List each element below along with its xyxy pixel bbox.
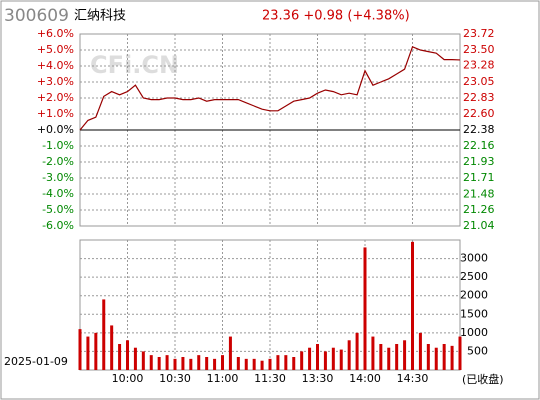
volume-bar <box>418 332 422 370</box>
y-tick-label: +2.0% <box>37 91 74 104</box>
volume-bar <box>205 357 209 370</box>
volume-bar <box>379 344 383 370</box>
y-tick-label: +0.0% <box>37 123 74 136</box>
volume-bar <box>236 357 240 370</box>
y-tick-label: +6.0% <box>37 27 74 40</box>
volume-bar <box>371 336 375 370</box>
volume-bar <box>213 358 217 370</box>
quote: 23.36 +0.98 (+4.38%) <box>262 9 410 24</box>
y2-tick-label: 21.48 <box>463 187 495 200</box>
volume-bar <box>426 344 430 370</box>
y2-tick-label: 23.50 <box>463 43 495 56</box>
y-tick-label: -3.0% <box>42 171 74 184</box>
y-tick-label: 2000 <box>460 289 488 302</box>
volume-bar <box>339 349 343 370</box>
volume-bar <box>308 347 312 370</box>
volume-bar <box>260 360 264 370</box>
volume-bar <box>221 355 224 370</box>
x-tick-label: 13:30 <box>302 372 334 385</box>
volume-bar <box>292 357 296 370</box>
y-tick-label: -2.0% <box>42 155 74 168</box>
y-tick-label: -4.0% <box>42 187 74 200</box>
watermark: CFi.CN <box>90 51 179 79</box>
x-tick-label: 11:00 <box>207 372 239 385</box>
volume-bar <box>244 358 248 370</box>
volume-bar <box>102 299 106 370</box>
volume-bar <box>276 355 280 370</box>
volume-bar <box>149 355 153 370</box>
y2-tick-label: 22.16 <box>463 139 495 152</box>
volume-bar <box>442 344 446 370</box>
volume-bar <box>86 336 90 370</box>
y2-tick-label: 21.04 <box>463 219 495 232</box>
volume-bar <box>141 351 145 370</box>
volume-bar <box>252 358 256 370</box>
y-tick-label: -5.0% <box>42 203 74 216</box>
y-tick-label: +3.0% <box>37 75 74 88</box>
volume-bar <box>300 351 304 370</box>
volume-bar <box>94 332 98 370</box>
volume-bar <box>403 340 407 370</box>
volume-bar <box>434 347 438 370</box>
y2-tick-label: 21.93 <box>463 155 495 168</box>
y-tick-label: 1000 <box>460 326 488 339</box>
volume-bar <box>181 357 185 370</box>
volume-bar <box>411 241 414 370</box>
volume-bar <box>157 357 161 370</box>
y-tick-label: 500 <box>467 344 488 357</box>
volume-bar <box>268 358 272 370</box>
volume-bar <box>78 329 82 370</box>
volume-bar <box>395 344 399 370</box>
volume-bar <box>316 344 319 370</box>
volume-bar <box>347 340 351 370</box>
volume-bar <box>355 332 359 370</box>
x-tick-label: 10:30 <box>159 372 191 385</box>
x-tick-label: 14:30 <box>397 372 429 385</box>
volume-bar <box>118 344 122 370</box>
x-tick-label: 10:00 <box>112 372 144 385</box>
stock-name: 汇纳科技 <box>74 9 126 24</box>
y-tick-label: +1.0% <box>37 107 74 120</box>
y2-tick-label: 21.26 <box>463 203 495 216</box>
y-tick-label: +4.0% <box>37 59 74 72</box>
y2-tick-label: 22.60 <box>463 107 495 120</box>
status: (已收盘) <box>462 372 504 386</box>
volume-bar <box>173 358 177 370</box>
price-line <box>79 46 461 131</box>
x-tick-label: 11:30 <box>254 372 286 385</box>
volume-bar <box>284 355 288 370</box>
volume-bar <box>189 358 193 370</box>
y-tick-label: 3000 <box>460 252 488 265</box>
volume-bar <box>165 355 169 370</box>
volume-bar <box>363 247 367 370</box>
y-tick-label: -1.0% <box>42 139 74 152</box>
volume-bar <box>450 345 454 370</box>
y-tick-label: 2500 <box>460 270 488 283</box>
y2-tick-label: 21.71 <box>463 171 495 184</box>
y-tick-label: -6.0% <box>42 219 74 232</box>
volume-bar <box>110 325 114 370</box>
date: 2025-01-09 <box>4 355 68 368</box>
volume-bar <box>331 347 335 370</box>
volume-bar <box>197 355 201 370</box>
volume-bar <box>323 351 327 370</box>
y2-tick-label: 23.05 <box>463 75 495 88</box>
y2-tick-label: 22.83 <box>463 91 495 104</box>
x-tick-label: 14:00 <box>349 372 381 385</box>
volume-bar <box>458 336 462 370</box>
y-tick-label: 1500 <box>460 307 488 320</box>
y2-tick-label: 22.38 <box>463 123 495 136</box>
y2-tick-label: 23.72 <box>463 27 495 40</box>
volume-bar <box>126 340 129 370</box>
y2-tick-label: 23.28 <box>463 59 495 72</box>
volume-bar <box>228 336 232 370</box>
volume-bar <box>387 347 391 370</box>
stock-code: 300609 <box>4 6 69 26</box>
volume-bar <box>133 347 137 370</box>
y-tick-label: +5.0% <box>37 43 74 56</box>
